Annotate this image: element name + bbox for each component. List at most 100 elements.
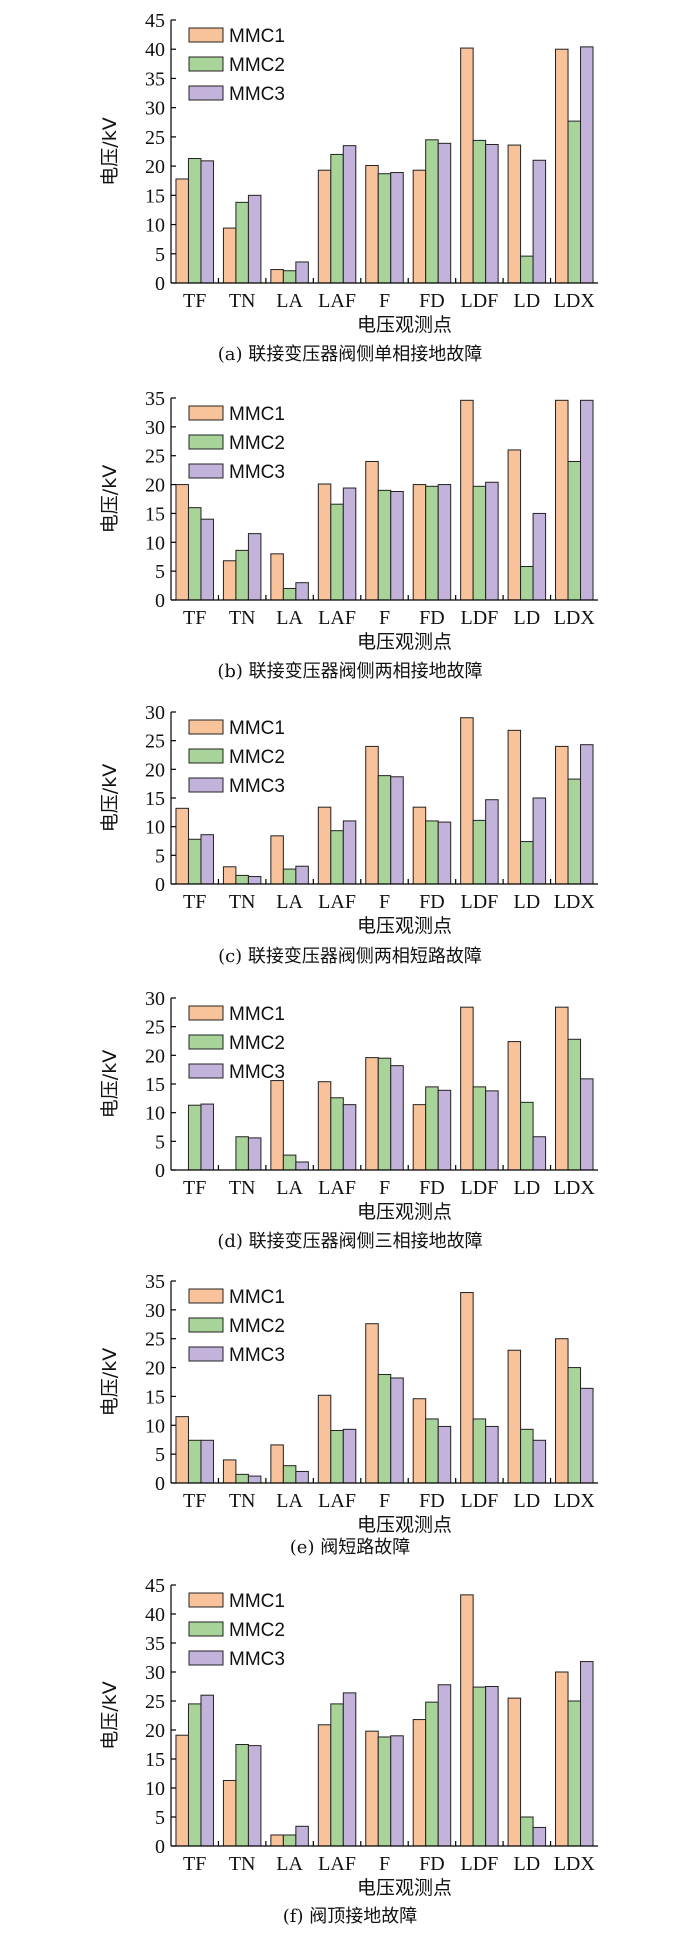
legend-swatch-mmc1 xyxy=(188,1288,224,1304)
legend-label-mmc3: MMC3 xyxy=(229,1345,285,1366)
y-tick-label: 20 xyxy=(145,1720,165,1742)
legend-swatch-mmc2 xyxy=(188,748,224,764)
bar-b-mmc3-ldf xyxy=(485,481,499,601)
legend-swatch-mmc3 xyxy=(188,1063,224,1079)
bar-d-mmc1-ldx xyxy=(555,1006,569,1171)
chart-b: 0 5 10 15 20 25 30 35 TF TN LA LAF F FD LDF LD LDX 电压观测点 电… xyxy=(99,388,598,682)
legend-swatch-mmc3 xyxy=(188,463,224,479)
y-tick-label: 10 xyxy=(145,1415,165,1437)
bar-a-mmc1-ldx xyxy=(555,48,569,284)
y-tick-label: 25 xyxy=(145,1017,165,1039)
bar-e-mmc2-la xyxy=(282,1465,297,1484)
bar-e-mmc1-fd xyxy=(412,1398,427,1484)
bar-d-mmc2-ld xyxy=(520,1101,534,1171)
x-tick-label-fd: FD xyxy=(419,1490,445,1512)
bar-b-mmc3-la xyxy=(295,582,309,601)
y-tick-label: 45 xyxy=(145,1575,165,1597)
bar-b-mmc3-tn xyxy=(247,533,262,601)
chart-caption: (e) 阀短路故障 xyxy=(290,1537,410,1558)
legend-swatch-mmc2 xyxy=(188,1317,224,1333)
bar-e-mmc2-fd xyxy=(425,1418,439,1484)
legend-swatch-mmc2 xyxy=(188,1034,224,1050)
y-axis-label: 电压/kV xyxy=(99,117,121,185)
bar-b-mmc3-ldx xyxy=(580,399,594,601)
bar-a-mmc3-ldx xyxy=(580,46,594,284)
bar-b-mmc1-tn xyxy=(222,560,237,601)
y-tick-label: 15 xyxy=(145,185,165,207)
y-tick-label: 10 xyxy=(145,817,165,839)
bar-e-mmc2-laf xyxy=(330,1429,344,1484)
x-tick-label-f: F xyxy=(379,1490,390,1512)
bar-b-mmc3-ld xyxy=(532,512,547,601)
bar-f-mmc3-fd xyxy=(437,1684,452,1847)
bar-e-mmc1-ldf xyxy=(460,1292,474,1484)
bar-d-mmc3-laf xyxy=(342,1104,357,1171)
x-tick-label-ldf: LDF xyxy=(460,1853,498,1875)
legend-label-mmc3: MMC3 xyxy=(229,1062,285,1083)
legend-label-mmc1: MMC1 xyxy=(229,1004,285,1025)
bar-a-mmc3-tf xyxy=(200,160,214,284)
bar-d-mmc2-tn xyxy=(235,1136,249,1171)
x-axis-label: 电压观测点 xyxy=(357,1514,452,1536)
bar-b-mmc2-fd xyxy=(425,485,439,601)
bar-f-mmc3-laf xyxy=(342,1692,357,1847)
x-tick-label-tn: TN xyxy=(229,1853,256,1875)
bar-c-mmc2-ldf xyxy=(472,819,487,885)
bar-e-mmc3-ldx xyxy=(580,1387,594,1484)
bar-b-mmc3-tf xyxy=(200,518,214,601)
bar-d-mmc3-tn xyxy=(247,1137,262,1171)
y-tick-label: 35 xyxy=(145,1271,165,1293)
bar-a-mmc1-ld xyxy=(507,144,522,284)
bar-a-mmc1-ldf xyxy=(460,47,474,284)
x-tick-label-ldf: LDF xyxy=(460,1177,498,1199)
y-tick-label: 20 xyxy=(145,475,165,497)
x-tick-label-f: F xyxy=(379,1177,390,1199)
y-tick-label: 40 xyxy=(145,39,165,61)
x-tick-label-ldx: LDX xyxy=(554,1177,596,1199)
bar-e-mmc3-fd xyxy=(437,1425,452,1484)
x-tick-label-ld: LD xyxy=(513,1177,540,1199)
bar-b-mmc1-tf xyxy=(175,484,189,601)
bar-c-mmc2-la xyxy=(282,868,297,885)
bar-b-mmc1-fd xyxy=(412,484,427,601)
x-tick-label-tn: TN xyxy=(229,1490,256,1512)
x-tick-label-ld: LD xyxy=(513,607,540,629)
bar-d-mmc2-f xyxy=(377,1057,392,1171)
bar-e-mmc1-ldx xyxy=(555,1338,569,1484)
x-tick-label-f: F xyxy=(379,1853,390,1875)
bar-b-mmc3-fd xyxy=(437,484,452,601)
legend-label-mmc2: MMC2 xyxy=(229,1620,285,1641)
bar-a-mmc2-ld xyxy=(520,255,534,284)
bar-d-mmc3-ld xyxy=(532,1136,547,1171)
bar-d-mmc2-la xyxy=(282,1154,297,1171)
bar-b-mmc2-tf xyxy=(187,507,202,601)
y-tick-label: 35 xyxy=(145,1633,165,1655)
x-tick-label-ldx: LDX xyxy=(554,290,596,312)
bar-c-mmc1-ldx xyxy=(555,745,569,885)
bar-c-mmc3-tf xyxy=(200,834,214,885)
bar-a-mmc1-la xyxy=(270,269,284,284)
x-axis-label: 电压观测点 xyxy=(357,1877,452,1899)
y-tick-label: 10 xyxy=(145,1103,165,1125)
bar-f-mmc1-ldf xyxy=(460,1594,474,1847)
y-tick-label: 30 xyxy=(145,1662,165,1684)
bar-c-mmc2-fd xyxy=(425,820,439,885)
x-tick-label-tn: TN xyxy=(229,290,256,312)
bar-f-mmc2-tf xyxy=(187,1703,202,1847)
bar-b-mmc2-ldx xyxy=(567,460,582,601)
x-tick-label-ldx: LDX xyxy=(554,1490,596,1512)
bar-c-mmc1-la xyxy=(270,835,284,885)
x-axis-label: 电压观测点 xyxy=(357,314,452,336)
x-tick-label-ld: LD xyxy=(513,1490,540,1512)
legend-label-mmc1: MMC1 xyxy=(229,1591,285,1612)
y-tick-label: 0 xyxy=(155,1836,165,1858)
x-tick-label-la: LA xyxy=(276,891,303,913)
y-tick-label: 0 xyxy=(155,590,165,612)
legend-label-mmc1: MMC1 xyxy=(229,718,285,739)
bar-a-mmc2-laf xyxy=(330,153,344,284)
x-tick-label-ldf: LDF xyxy=(460,607,498,629)
bar-f-mmc2-ld xyxy=(520,1816,534,1847)
x-tick-label-la: LA xyxy=(276,290,303,312)
legend-swatch-mmc1 xyxy=(188,1592,224,1608)
bar-c-mmc3-laf xyxy=(342,820,357,885)
